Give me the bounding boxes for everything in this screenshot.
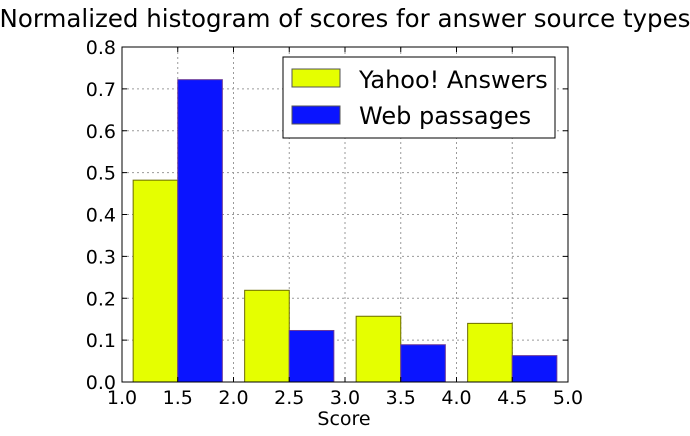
- y-tick-label: 0.0: [86, 372, 116, 394]
- bar-yahoo-answers-3: [355, 315, 402, 383]
- bar-web-passages-3: [400, 344, 446, 383]
- bar-web-passages-1: [177, 79, 223, 383]
- y-tick-label: 0.1: [86, 330, 116, 352]
- legend-swatch-web-passages: [291, 105, 341, 125]
- legend: Yahoo! Answers Web passages: [282, 56, 556, 139]
- x-tick-label: 4.5: [497, 387, 527, 409]
- y-tick-label: 0.2: [86, 288, 116, 310]
- x-tick-label: 2.0: [218, 387, 248, 409]
- legend-label-yahoo-answers: Yahoo! Answers: [358, 66, 548, 94]
- legend-swatch-yahoo-answers: [291, 68, 341, 88]
- x-tick-label: 1.0: [107, 387, 137, 409]
- x-tick-label: 3.5: [386, 387, 416, 409]
- y-tick-label: 0.6: [86, 121, 116, 143]
- x-tick-labels: 1.0 1.5 2.0 2.5 3.0 3.5 4.0 4.5 5.0: [107, 387, 583, 409]
- axis-ticks: [121, 46, 569, 383]
- chart-title: Normalized histogram of scores for answe…: [0, 4, 690, 33]
- y-tick-label: 0.3: [86, 246, 116, 268]
- bar-yahoo-answers-4: [467, 322, 513, 383]
- x-axis-label: Score: [317, 408, 370, 430]
- x-tick-label: 2.5: [274, 387, 304, 409]
- x-tick-label: 5.0: [553, 387, 583, 409]
- x-tick-label: 3.0: [330, 387, 360, 409]
- bar-web-passages-4: [511, 355, 558, 383]
- y-tick-label: 0.8: [86, 37, 116, 59]
- x-tick-label: 1.5: [163, 387, 193, 409]
- bar-yahoo-answers-1: [132, 179, 179, 383]
- x-tick-label: 4.0: [441, 387, 471, 409]
- y-tick-labels: 0.0 0.1 0.2 0.3 0.4 0.5 0.6 0.7 0.8: [86, 37, 116, 394]
- legend-label-web-passages: Web passages: [359, 102, 531, 130]
- bar-web-passages-2: [288, 329, 335, 383]
- bars: [132, 79, 558, 383]
- y-tick-label: 0.4: [86, 205, 116, 227]
- y-tick-label: 0.7: [86, 79, 116, 101]
- y-tick-label: 0.5: [86, 163, 116, 185]
- bar-yahoo-answers-2: [244, 289, 290, 383]
